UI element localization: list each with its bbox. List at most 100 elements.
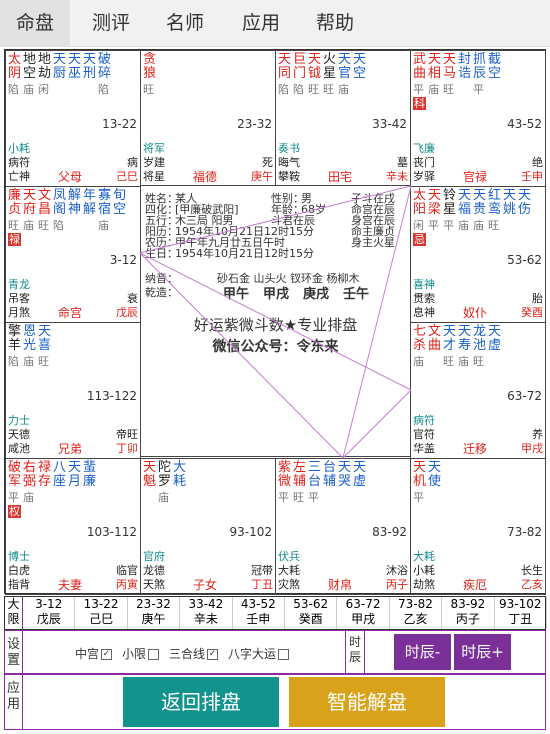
star-brightness: 陷 bbox=[8, 355, 19, 368]
decade-stem: 乙亥 bbox=[403, 612, 428, 626]
decade-cell[interactable]: 73-82 乙亥 bbox=[390, 597, 443, 629]
wechat-id: 微信公众号：令东来 bbox=[212, 339, 339, 355]
star-name: 太阳 bbox=[413, 188, 427, 217]
star-name: 天巫 bbox=[68, 52, 82, 81]
qianzao-label: 乾造： bbox=[145, 286, 178, 299]
palace-stem-branch: 死庚午 bbox=[251, 142, 273, 184]
palace-stem-branch: 绝壬申 bbox=[521, 142, 543, 184]
minor-star: 大耗 bbox=[413, 550, 435, 563]
minor-star: 息神 bbox=[413, 306, 435, 319]
option-1[interactable]: 小限 bbox=[122, 647, 160, 661]
ai-interpret-button[interactable]: 智能解盘 bbox=[289, 677, 445, 727]
palace-chen[interactable]: 廉贞旺天府庙文昌旺凤阁陷解神 年解 寡宿庙旬空禄 3-12 青龙 吊客 月煞 命宫 衰戊辰 bbox=[5, 186, 141, 323]
star-name: 寡宿 bbox=[98, 188, 112, 217]
palace-chou[interactable]: 天魁 陀罗庙大耗 93-102 官府 龙德 天煞 子女 冠带 丁丑 bbox=[140, 458, 276, 595]
star-brightness: 旺 bbox=[323, 83, 334, 96]
minor-stars: 官府 龙德 天煞 bbox=[143, 550, 183, 592]
palace-xu[interactable]: 七杀庙文曲 天才旺天寿庙龙池旺天虚 63-72 病符 官符 华盖 迁移 养甲戌 bbox=[410, 322, 546, 459]
decade-cell[interactable]: 3-12 戊辰 bbox=[23, 597, 76, 629]
hour-prev-button[interactable]: 时辰- bbox=[394, 634, 451, 670]
palace-hai[interactable]: 天机平天使 73-82 大耗 小耗 劫煞 疾厄 长生 乙亥 bbox=[410, 458, 546, 595]
star-brightness: 旺 bbox=[293, 491, 304, 504]
stem-branch-line: 丙寅 bbox=[116, 578, 138, 591]
palace-wu[interactable]: 贪狼旺 23-32 将军 岁建 将星 福德 死庚午 bbox=[140, 50, 276, 187]
palace-wei[interactable]: 天同陷巨门陷天钺旺火星旺天官庙天空 33-42 奏书 晦气 攀鞍 田宅 墓辛未 bbox=[275, 50, 411, 187]
star-name: 红鸾 bbox=[488, 188, 502, 217]
decade-age: 13-22 bbox=[83, 597, 119, 611]
star-name: 擎羊 bbox=[8, 324, 22, 353]
decade-cell[interactable]: 13-22 己巳 bbox=[75, 597, 128, 629]
palace-stem-branch: 冠带 丁丑 bbox=[251, 550, 273, 592]
star-brightness: 平 bbox=[443, 219, 454, 232]
stem-branch-line: 戊辰 bbox=[116, 306, 138, 319]
option-checkbox[interactable] bbox=[278, 649, 290, 660]
option-checkbox[interactable] bbox=[148, 649, 160, 660]
stem-branch-line bbox=[521, 414, 543, 428]
palace-footer: 青龙 吊客 月煞 命宫 衰戊辰 bbox=[8, 272, 138, 320]
star-brightness: 陷 bbox=[53, 219, 64, 232]
tab-help[interactable]: 帮助 bbox=[315, 12, 354, 34]
stem-branch-line: 辛未 bbox=[386, 170, 408, 183]
palace-footer: 喜神 贯索 息神 奴仆 胎癸酉 bbox=[413, 272, 543, 320]
star-name: 大耗 bbox=[173, 460, 187, 489]
option-0[interactable]: 中宫 ✓ bbox=[75, 647, 113, 661]
star-name: 文曲 bbox=[428, 324, 442, 353]
decade-cell[interactable]: 83-92 丙子 bbox=[442, 597, 495, 629]
stem-branch-line bbox=[116, 142, 138, 156]
hour-next-button[interactable]: 时辰+ bbox=[454, 634, 511, 670]
star-list: 太阴陷地空庙地劫闲天厨 天巫 天刑 破碎陷 bbox=[8, 53, 138, 133]
tab-evaluate[interactable]: 测评 bbox=[91, 12, 130, 34]
sihua-badge: 科 bbox=[413, 97, 426, 110]
star-name: 台辅 bbox=[323, 460, 337, 489]
minor-stars: 力士 天德 咸池 bbox=[8, 414, 48, 456]
palace-name: 兄弟 bbox=[58, 442, 83, 456]
option-checkbox[interactable]: ✓ bbox=[207, 649, 219, 660]
palace-name: 疾厄 bbox=[463, 578, 488, 592]
top-nav: 命盘 测评 名师 应用 帮助 bbox=[0, 0, 550, 47]
palace-stem-branch: 临官 丙寅 bbox=[116, 550, 138, 592]
palace-zi[interactable]: 紫微平左辅旺三台平台辅 天哭 天虚 83-92 伏兵 大耗 灾煞 财帛 沐浴 丙子 bbox=[275, 458, 411, 595]
stem-branch-line: 己巳 bbox=[116, 170, 138, 183]
palace-footer: 飞廉 丧门 岁驿 官禄 绝壬申 bbox=[413, 136, 543, 184]
decade-cell[interactable]: 33-42 辛未 bbox=[180, 597, 233, 629]
star-name: 天魁 bbox=[143, 460, 157, 489]
star-name: 天使 bbox=[428, 460, 442, 489]
stem-branch-line: 养 bbox=[532, 428, 543, 441]
palace-si[interactable]: 太阴陷地空庙地劫闲天厨 天巫 天刑 破碎陷 13-22 小耗 病符 亡神 父母 病己巳 bbox=[5, 50, 141, 187]
option-checkbox[interactable]: ✓ bbox=[101, 649, 113, 660]
palace-mao[interactable]: 擎羊陷恩光庙天喜旺 113-122 力士 天德 咸池 兄弟 帝旺 丁卯 bbox=[5, 322, 141, 459]
option-3[interactable]: 八字大运 bbox=[228, 647, 290, 661]
decade-stem: 戊辰 bbox=[36, 612, 61, 626]
star-name: 天刑 bbox=[83, 52, 97, 81]
star-name: 天伤 bbox=[518, 188, 532, 217]
decade-stem: 辛未 bbox=[193, 612, 218, 626]
star-brightness: 庙 bbox=[98, 219, 109, 232]
star-brightness: 旺 bbox=[488, 219, 499, 232]
back-to-chart-button[interactable]: 返回排盘 bbox=[123, 677, 279, 727]
decade-stem: 丙子 bbox=[455, 612, 480, 626]
palace-yin[interactable]: 破军平右弼庙禄存 八座 天月 蜚廉权 103-112 博士 白虎 指背 夫妻 临官 丙寅 bbox=[5, 458, 141, 595]
decade-cell[interactable]: 23-32 庚午 bbox=[128, 597, 181, 629]
bazi-pillar: 庚戌 bbox=[303, 287, 330, 302]
decade-cell[interactable]: 93-102 丁丑 bbox=[495, 597, 547, 629]
decade-cell[interactable]: 63-72 甲戌 bbox=[337, 597, 390, 629]
star-list: 廉贞旺天府庙文昌旺凤阁陷解神 年解 寡宿庙旬空禄 bbox=[8, 189, 138, 269]
minor-star: 天德 bbox=[8, 428, 30, 441]
palace-shen[interactable]: 武曲平天相庙天马旺封诰 抓辰平截空科 43-52 飞廉 丧门 岁驿 官禄 绝壬申 bbox=[410, 50, 546, 187]
palace-footer: 博士 白虎 指背 夫妻 临官 丙寅 bbox=[8, 544, 138, 592]
star-name: 破军 bbox=[8, 460, 22, 489]
tab-masters[interactable]: 名师 bbox=[165, 12, 204, 34]
tab-chart[interactable]: 命盘 bbox=[0, 0, 70, 46]
star-brightness: 闲 bbox=[38, 83, 49, 96]
palace-you[interactable]: 太阳闲天梁平铃星平天福庙天贵庙红鸾旺天姚 天伤忌 53-62 喜神 贯索 息神 奴仆 胎癸酉 bbox=[410, 186, 546, 323]
star-name: 天马 bbox=[443, 52, 457, 81]
stem-branch-line: 丁丑 bbox=[251, 578, 273, 591]
stem-branch-line: 临官 bbox=[116, 564, 138, 577]
decade-cell[interactable]: 43-52 壬申 bbox=[233, 597, 285, 629]
decade-range: 63-72 bbox=[507, 389, 542, 403]
stem-branch-line: 病 bbox=[127, 156, 138, 169]
decade-cell[interactable]: 53-62 癸酉 bbox=[285, 597, 338, 629]
star-name: 右弼 bbox=[23, 460, 37, 489]
option-2[interactable]: 三合线 ✓ bbox=[169, 647, 219, 661]
tab-apps[interactable]: 应用 bbox=[241, 12, 280, 34]
